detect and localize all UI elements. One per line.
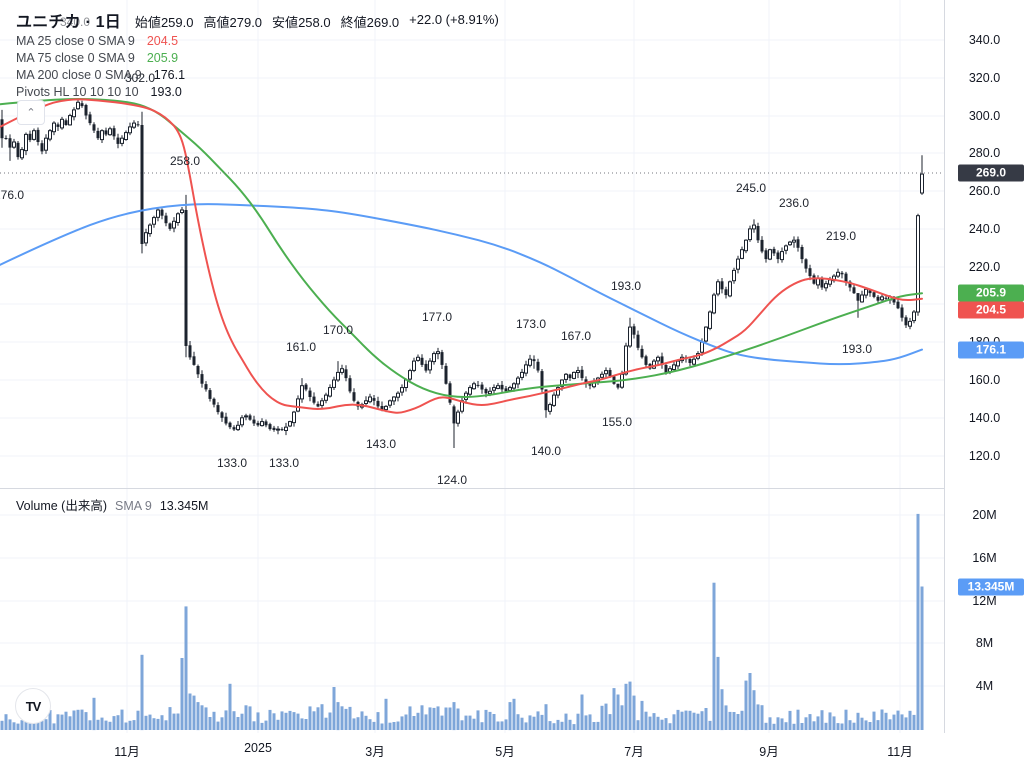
axis-tick-label: 12M <box>972 594 997 608</box>
volume-label: Volume (出来高) <box>16 499 107 513</box>
axis-tick-label: 8M <box>975 636 994 650</box>
time-tick-label: 11月 <box>114 745 140 759</box>
time-tick-label: 7月 <box>624 745 644 759</box>
tradingview-logo[interactable]: TV <box>15 688 51 724</box>
tradingview-logo-icon: TV <box>25 698 42 714</box>
volume-legend[interactable]: Volume (出来高) SMA 9 13.345M <box>16 495 208 514</box>
legend-collapse-button[interactable]: ⌃ <box>17 100 45 125</box>
axis-tick-label: 120.0 <box>968 449 1001 463</box>
axis-tick-label: 220.0 <box>968 260 1001 274</box>
volume-value: 13.345M <box>159 499 209 513</box>
indicator-row-pivots[interactable]: Pivots HL 10 10 10 10 193.0 <box>16 84 182 99</box>
symbol-title: ユニチカ · 1日 <box>16 14 121 31</box>
volume-sma-param: SMA 9 <box>115 499 152 513</box>
pivot-label: 133.0 <box>268 456 300 470</box>
axis-tick-label: 320.0 <box>968 71 1001 85</box>
indicator-row-ma25[interactable]: MA 25 close 0 SMA 9 204.5 <box>16 33 179 48</box>
open-value: 始値259.0 <box>134 15 194 30</box>
pivot-label: 276.0 <box>0 188 25 202</box>
pivot-label: 170.0 <box>322 323 354 337</box>
pivot-label: 193.0 <box>841 342 873 356</box>
pivot-label: 173.0 <box>515 317 547 331</box>
axis-tick-label: 20M <box>972 508 997 522</box>
ma75-line <box>0 98 923 399</box>
candles <box>0 99 924 448</box>
last-price-badge: 269.0 <box>958 164 1024 182</box>
pivot-label: 245.0 <box>735 181 767 195</box>
ma200-value: 176.1 <box>153 67 186 82</box>
price-axis[interactable]: 340.0320.0300.0280.0260.0240.0220.0180.0… <box>945 0 1024 733</box>
pivot-label: 140.0 <box>530 444 562 458</box>
pivot-label: 258.0 <box>169 154 201 168</box>
low-value: 安値258.0 <box>272 15 331 30</box>
axis-tick-label: 4M <box>975 679 994 693</box>
close-value: 終値269.0 <box>340 15 400 30</box>
time-tick-label: 3月 <box>365 745 385 759</box>
ma75-value: 205.9 <box>146 50 179 65</box>
pivot-label: 155.0 <box>601 415 633 429</box>
pivot-label: 236.0 <box>778 196 810 210</box>
high-value: 高値279.0 <box>203 15 263 30</box>
pivot-label: 177.0 <box>421 310 453 324</box>
pivots-value: 193.0 <box>150 84 182 99</box>
pivot-label: 219.0 <box>825 229 857 243</box>
ma25-value: 204.5 <box>146 33 179 48</box>
time-tick-label: 11月 <box>887 745 913 759</box>
chart-legend: ユニチカ · 1日 始値259.0 高値279.0 安値258.0 終値269.… <box>16 8 499 100</box>
volume-bars <box>0 513 924 731</box>
chevron-up-icon: ⌃ <box>26 107 36 119</box>
pivot-label: 193.0 <box>610 279 642 293</box>
ma25-line <box>0 98 923 414</box>
ma75-value-badge: 205.9 <box>958 284 1024 302</box>
volume-value-badge: 13.345M <box>958 578 1024 596</box>
time-tick-label: 5月 <box>495 745 515 759</box>
pivot-label: 143.0 <box>365 437 397 451</box>
indicator-row-ma75[interactable]: MA 75 close 0 SMA 9 205.9 <box>16 50 179 65</box>
axis-tick-label: 160.0 <box>968 373 1001 387</box>
axis-tick-label: 16M <box>972 551 997 565</box>
symbol-header[interactable]: ユニチカ · 1日 始値259.0 高値279.0 安値258.0 終値269.… <box>16 8 499 32</box>
axis-tick-label: 340.0 <box>968 33 1001 47</box>
change-value: +22.0 (+8.91%) <box>409 12 499 27</box>
indicator-row-ma200[interactable]: MA 200 close 0 SMA 9 176.1 <box>16 67 186 82</box>
time-axis[interactable]: 11月 2025 3月 5月 7月 9月 11月 <box>0 733 1024 770</box>
pivot-label: 161.0 <box>285 340 317 354</box>
axis-tick-label: 240.0 <box>968 222 1001 236</box>
pivot-label: 133.0 <box>216 456 248 470</box>
ohlc-values: 始値259.0 高値279.0 安値258.0 終値269.0 +22.0 (+… <box>135 12 499 31</box>
ma200-line <box>0 203 923 366</box>
pivot-label: 124.0 <box>436 473 468 487</box>
axis-tick-label: 300.0 <box>968 109 1001 123</box>
time-tick-label: 2025 <box>244 741 272 755</box>
axis-tick-label: 280.0 <box>968 146 1001 160</box>
time-tick-label: 9月 <box>759 745 779 759</box>
ma25-value-badge: 204.5 <box>958 301 1024 319</box>
ma200-value-badge: 176.1 <box>958 341 1024 359</box>
pivot-label: 167.0 <box>560 329 592 343</box>
axis-tick-label: 260.0 <box>968 184 1001 198</box>
pivot-label: 340.0 <box>59 15 91 29</box>
pivot-label: 302.0 <box>124 71 156 85</box>
axis-tick-label: 140.0 <box>968 411 1001 425</box>
